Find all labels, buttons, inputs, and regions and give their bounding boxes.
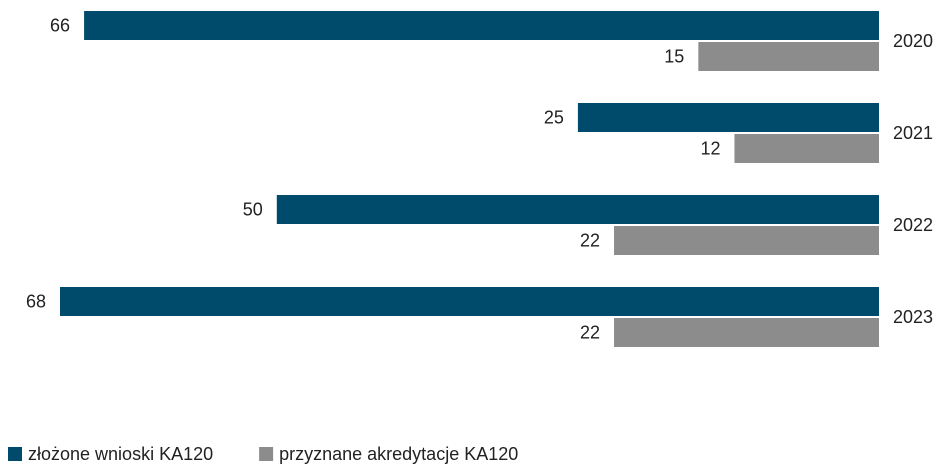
value-label: 25	[544, 107, 564, 127]
category-label: 2022	[893, 215, 933, 235]
category-label: 2021	[893, 123, 933, 143]
bar	[84, 11, 879, 40]
legend-label: złożone wnioski KA120	[28, 444, 213, 464]
bar	[276, 195, 879, 224]
value-label: 15	[664, 46, 684, 66]
value-label: 50	[243, 199, 263, 219]
bar	[614, 226, 879, 255]
bar	[60, 287, 879, 316]
legend-label: przyznane akredytacje KA120	[279, 444, 518, 464]
value-label: 12	[700, 138, 720, 158]
bar	[577, 103, 879, 132]
legend-swatch	[8, 447, 22, 461]
legend-swatch	[259, 447, 274, 461]
category-label: 2020	[893, 31, 933, 51]
value-label: 68	[26, 291, 46, 311]
bar	[698, 42, 879, 71]
category-label: 2023	[893, 307, 933, 327]
value-label: 22	[580, 322, 600, 342]
bar	[614, 318, 879, 347]
value-label: 66	[50, 15, 70, 35]
bar	[734, 134, 879, 163]
value-label: 22	[580, 230, 600, 250]
